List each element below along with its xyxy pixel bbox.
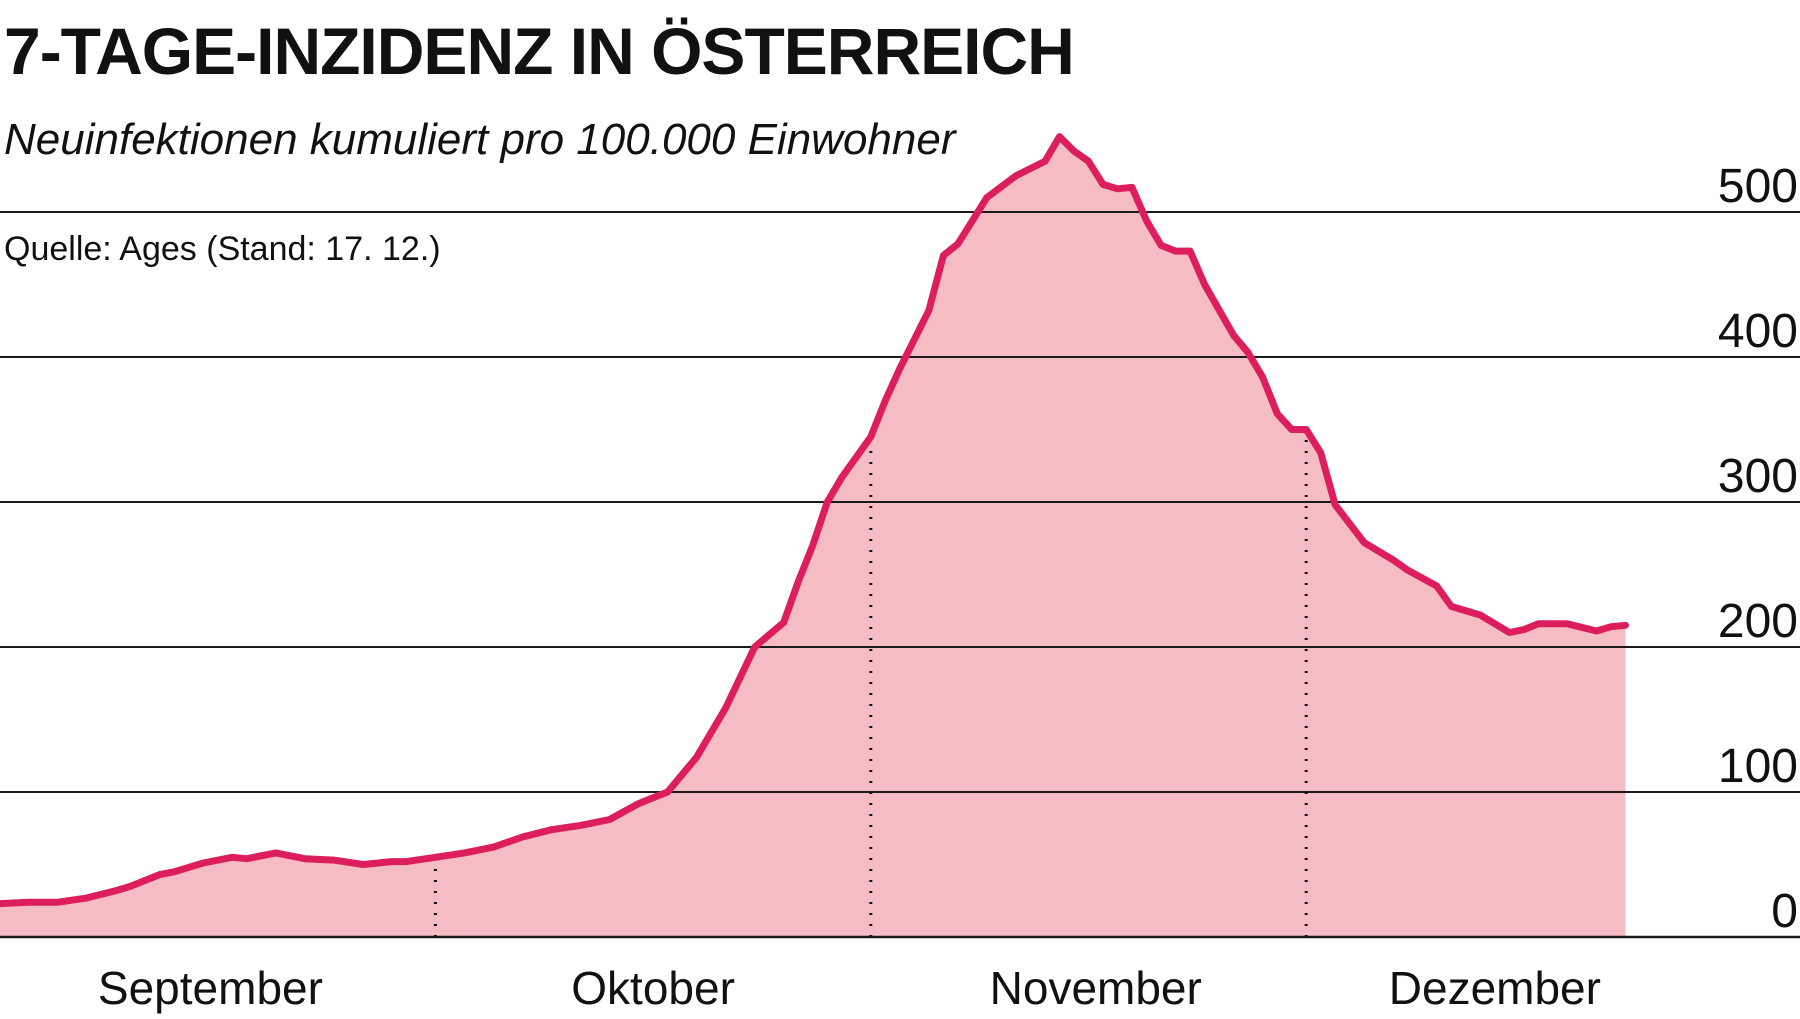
- data-point: [1521, 627, 1527, 633]
- data-point: [26, 899, 32, 905]
- data-point: [984, 195, 990, 200]
- chart-subtitle: Neuinfektionen kumuliert pro 100.000 Ein…: [4, 115, 956, 164]
- data-point: [882, 398, 888, 403]
- data-point: [1042, 158, 1048, 164]
- data-point: [1187, 248, 1193, 254]
- source-note: Quelle: Ages (Stand: 17. 12.): [4, 230, 441, 268]
- data-point: [1115, 186, 1120, 192]
- y-tick-label: 0: [1771, 885, 1798, 938]
- data-point: [1332, 502, 1338, 508]
- data-point: [665, 789, 671, 795]
- data-point: [1535, 621, 1541, 627]
- data-point: [795, 579, 801, 585]
- y-tick-label: 200: [1718, 595, 1798, 648]
- data-point: [113, 888, 119, 894]
- x-month-label: September: [98, 962, 323, 1014]
- data-point: [810, 543, 816, 548]
- data-point: [1564, 621, 1570, 627]
- data-point: [244, 856, 250, 862]
- data-point: [1231, 332, 1237, 338]
- data-point: [1623, 622, 1628, 628]
- data-point: [1274, 411, 1280, 417]
- data-point: [273, 850, 279, 856]
- data-point: [1245, 350, 1251, 356]
- data-point: [302, 856, 308, 862]
- data-point: [1506, 630, 1512, 635]
- data-point: [229, 854, 235, 860]
- data-point: [1434, 583, 1440, 589]
- data-point: [171, 869, 177, 875]
- data-point: [1361, 540, 1367, 546]
- data-point: [55, 899, 61, 905]
- data-point: [1158, 242, 1164, 248]
- data-point: [1260, 374, 1266, 380]
- y-tick-label: 400: [1718, 305, 1798, 358]
- data-point: [549, 827, 554, 833]
- data-point: [694, 754, 700, 760]
- data-point: [128, 883, 134, 889]
- data-point: [607, 817, 613, 822]
- data-point: [1086, 158, 1091, 164]
- data-point: [940, 253, 946, 258]
- data-point: [331, 857, 337, 863]
- data-point: [389, 859, 395, 865]
- data-point: [1144, 218, 1149, 224]
- data-point: [636, 801, 642, 807]
- data-point: [969, 218, 975, 224]
- area-fill: [0, 136, 1626, 938]
- data-point: [1477, 612, 1483, 618]
- data-point: [1202, 282, 1208, 287]
- data-point: [1448, 603, 1454, 609]
- chart-title: 7-TAGE-INZIDENZ IN ÖSTERREICH: [4, 14, 1075, 88]
- data-point: [1594, 628, 1599, 634]
- data-point: [824, 499, 830, 505]
- data-point: [520, 834, 525, 840]
- y-tick-label: 500: [1718, 160, 1798, 213]
- data-point: [1071, 148, 1077, 154]
- data-point: [1289, 427, 1295, 432]
- data-point: [839, 474, 845, 480]
- data-point: [461, 850, 467, 856]
- data-point: [360, 862, 366, 867]
- data-point: [1013, 173, 1019, 179]
- data-point: [1405, 567, 1411, 573]
- data-point: [200, 860, 206, 866]
- data-point: [1173, 248, 1179, 254]
- x-month-label: November: [990, 962, 1202, 1014]
- data-point: [926, 308, 932, 314]
- data-point: [578, 822, 583, 828]
- x-month-label: Dezember: [1389, 962, 1601, 1014]
- data-point: [1608, 624, 1614, 630]
- y-tick-label: 300: [1718, 450, 1798, 503]
- data-point: [1100, 181, 1106, 187]
- x-month-label: Oktober: [571, 962, 735, 1014]
- data-point: [0, 901, 3, 907]
- data-point: [157, 872, 163, 878]
- data-point: [650, 795, 656, 801]
- data-point: [432, 854, 438, 860]
- data-point: [1129, 184, 1135, 190]
- data-point: [723, 705, 729, 711]
- data-point: [1303, 427, 1309, 432]
- data-point: [868, 434, 874, 440]
- data-point: [955, 241, 961, 247]
- data-point: [403, 859, 409, 865]
- data-point: [897, 366, 903, 372]
- data-point: [491, 844, 496, 850]
- data-point: [84, 895, 90, 901]
- data-point: [1390, 557, 1396, 563]
- data-point: [1318, 450, 1324, 456]
- data-point: [752, 644, 758, 650]
- data-point: [1057, 134, 1062, 140]
- y-tick-label: 100: [1718, 740, 1798, 793]
- data-point: [781, 619, 787, 625]
